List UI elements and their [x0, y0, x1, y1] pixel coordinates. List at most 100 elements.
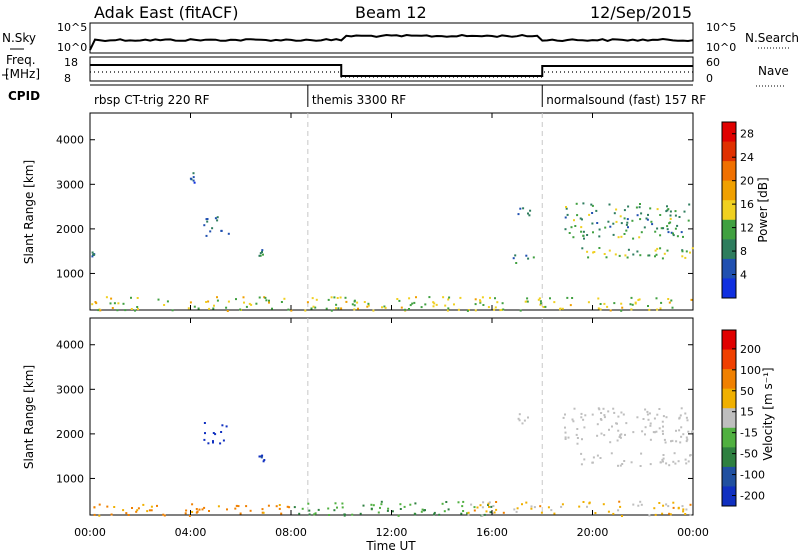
echo-cell	[661, 458, 664, 461]
echo-cell	[283, 297, 286, 300]
colorbar-tick-label: -200	[740, 490, 765, 503]
freq-trace	[90, 64, 693, 77]
freq-label-1: Freq.	[6, 53, 36, 67]
echo-cell	[307, 502, 310, 505]
echo-cell	[661, 430, 664, 433]
nave-tick-low: 0	[706, 72, 713, 85]
power-echoes	[91, 113, 694, 312]
echo-cell	[493, 308, 496, 311]
echo-cell	[635, 206, 638, 209]
echo-cell	[662, 227, 665, 230]
echo-cell	[606, 305, 609, 308]
echo-cell	[681, 249, 684, 252]
echo-cell	[201, 508, 204, 511]
echo-cell	[610, 452, 613, 455]
echo-cell	[603, 414, 606, 417]
echo-cell	[686, 438, 689, 441]
echo-cell	[259, 254, 262, 257]
echo-cell	[438, 513, 441, 516]
echo-cell	[150, 509, 153, 512]
echo-cell	[682, 235, 684, 238]
echo-cell	[636, 416, 639, 419]
echo-cell	[421, 508, 424, 511]
echo-cell	[203, 422, 206, 424]
echo-cell	[666, 249, 669, 252]
echo-cell	[336, 297, 339, 299]
echo-cell	[474, 309, 477, 312]
echo-cell	[445, 501, 448, 503]
echo-cell	[280, 301, 283, 303]
echo-cell	[214, 433, 217, 436]
echo-cell	[618, 500, 621, 503]
echo-cell	[639, 500, 642, 503]
echo-cell	[353, 304, 356, 307]
echo-cell	[110, 297, 113, 300]
echo-cell	[460, 512, 463, 515]
noise-right-tick-low: 10^0	[706, 41, 736, 54]
echo-cell	[677, 460, 680, 463]
echo-cell	[530, 507, 533, 510]
x-tick-label: 00:00	[677, 526, 709, 539]
colorbar-segment	[722, 239, 736, 260]
power-y-ticks: 1000 2000 3000 4000	[56, 134, 693, 280]
echo-cell	[662, 415, 665, 418]
echo-cell	[268, 301, 270, 304]
echo-cell	[620, 302, 623, 305]
echo-cell	[573, 407, 576, 410]
echo-cell	[245, 305, 248, 308]
echo-cell	[150, 505, 153, 508]
echo-cell	[675, 440, 678, 443]
colorbar-segment	[722, 466, 736, 487]
echo-cell	[482, 501, 485, 504]
echo-cell	[576, 437, 579, 439]
echo-cell	[644, 433, 646, 436]
echo-cell	[636, 214, 639, 217]
echo-cell	[539, 300, 542, 303]
echo-cell	[490, 505, 493, 508]
echo-cell	[666, 205, 668, 208]
echo-cell	[586, 234, 589, 236]
echo-cell	[333, 296, 336, 299]
x-tick-label: 12:00	[376, 526, 408, 539]
echo-cell	[659, 234, 662, 237]
x-tick-label: 00:00	[74, 526, 106, 539]
echo-cell	[600, 412, 603, 414]
colorbar-frame	[721, 329, 737, 507]
echo-cell	[623, 209, 626, 212]
echo-cell	[216, 296, 218, 299]
echo-cell	[317, 508, 320, 511]
echo-cell	[647, 305, 649, 307]
echo-cell	[163, 304, 166, 306]
echo-cell	[189, 177, 192, 180]
echo-cell	[262, 460, 265, 463]
time-x-ticks: 00:00 04:00 08:00 12:00 16:00 20:00 00:00	[74, 113, 709, 539]
colorbar-tick-label: -100	[740, 469, 765, 482]
echo-cell	[630, 296, 633, 299]
echo-cell	[225, 425, 228, 428]
echo-cell	[206, 220, 209, 223]
echo-cell	[669, 221, 672, 224]
echo-cell	[227, 232, 230, 235]
echo-cell	[617, 509, 620, 512]
noise-right-tick-high: 10^5	[706, 21, 736, 34]
echo-cell	[351, 513, 354, 516]
echo-cell	[494, 306, 497, 309]
echo-cell	[517, 417, 520, 420]
echo-cell	[669, 210, 672, 213]
echo-cell	[615, 208, 618, 211]
echo-cell	[171, 309, 174, 312]
echo-cell	[689, 503, 692, 506]
echo-cell	[301, 507, 304, 510]
echo-cell	[581, 218, 583, 221]
velocity-ylabel: Slant Range [km]	[22, 365, 36, 469]
echo-cell	[596, 434, 599, 437]
echo-cell	[627, 226, 629, 229]
echo-cell	[337, 307, 340, 310]
echo-cell	[660, 301, 663, 304]
echo-cell	[638, 206, 641, 209]
echo-cell	[448, 296, 451, 299]
velocity-echoes	[93, 318, 694, 517]
echo-cell	[527, 416, 529, 419]
colorbar-segment	[722, 278, 736, 299]
freq-panel: Freq. [MHz] 18 8 60 0 Nave	[2, 53, 789, 87]
